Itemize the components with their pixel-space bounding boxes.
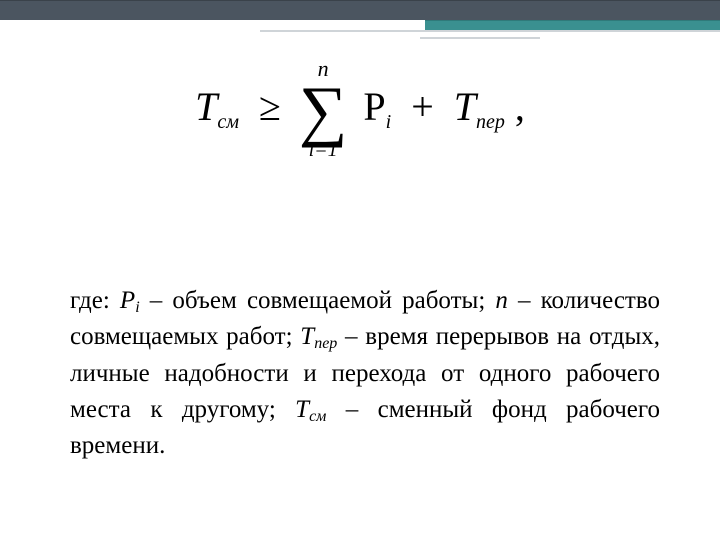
p-var: P <box>120 287 135 314</box>
formula: Tсм ≥ n ∑ i=1 Pi + Tпер , <box>0 58 720 160</box>
tsm-var: Т <box>295 396 309 423</box>
intro-text: где: <box>70 287 120 314</box>
tper-dash: – <box>337 323 365 350</box>
formula-lhs-var: T <box>195 84 217 129</box>
formula-lhs-sub: см <box>217 111 239 133</box>
formula-term-sub: i <box>386 111 392 133</box>
header-underline-1 <box>260 30 720 32</box>
sigma-symbol: ∑ <box>299 82 347 138</box>
n-dash: – <box>508 287 541 314</box>
tsm-dash: – <box>326 396 377 423</box>
p-desc: объем совмещаемой работы; <box>172 287 495 314</box>
header-underline-2 <box>420 37 540 39</box>
tsm-sub: см <box>309 408 326 425</box>
header-band <box>0 0 720 20</box>
formula-rhs-var: T <box>454 84 476 129</box>
summation: n ∑ i=1 <box>299 58 347 160</box>
tper-sub: пер <box>314 335 337 352</box>
formula-tail: , <box>515 84 525 129</box>
tper-var: Т <box>300 323 314 350</box>
p-dash: – <box>140 287 173 314</box>
formula-plus: + <box>411 84 434 129</box>
definition-paragraph: где: Pi – объем совмещаемой работы; n – … <box>70 283 660 464</box>
formula-rhs-sub: пер <box>476 111 505 133</box>
definition-block: где: Pi – объем совмещаемой работы; n – … <box>70 258 660 489</box>
formula-term-var: P <box>363 84 385 129</box>
n-var: n <box>495 287 508 314</box>
header-accent <box>425 20 720 30</box>
formula-relation: ≥ <box>259 84 281 129</box>
